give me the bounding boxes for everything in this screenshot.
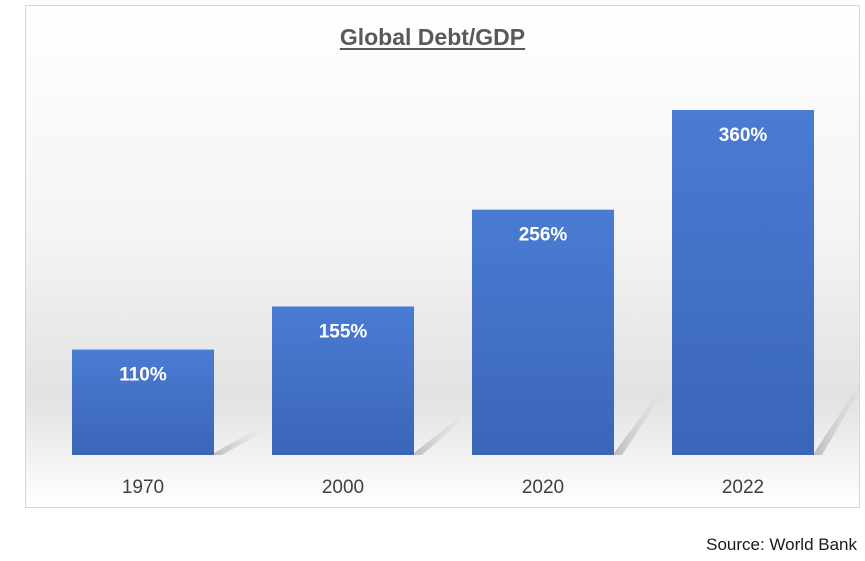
bar-1970 [72,349,214,455]
source-note: Source: World Bank [706,535,857,554]
bar-2022 [672,110,814,455]
x-tick-label-2022: 2022 [722,477,764,498]
data-label-2022: 360% [719,125,768,146]
x-tick-label-1970: 1970 [122,477,164,498]
bar-2000 [272,306,414,455]
x-tick-label-2020: 2020 [522,477,564,498]
bar-2020 [472,209,614,455]
chart-title: Global Debt/GDP [339,24,526,50]
bar-shadow [414,413,464,455]
data-label-1970: 110% [119,365,167,386]
bar-shadow [214,425,264,455]
data-label-2020: 256% [519,225,568,246]
x-tick-label-2000: 2000 [322,477,364,498]
data-label-2000: 155% [319,321,368,342]
bar-shadow [814,377,864,455]
bar-shadow [614,386,664,455]
